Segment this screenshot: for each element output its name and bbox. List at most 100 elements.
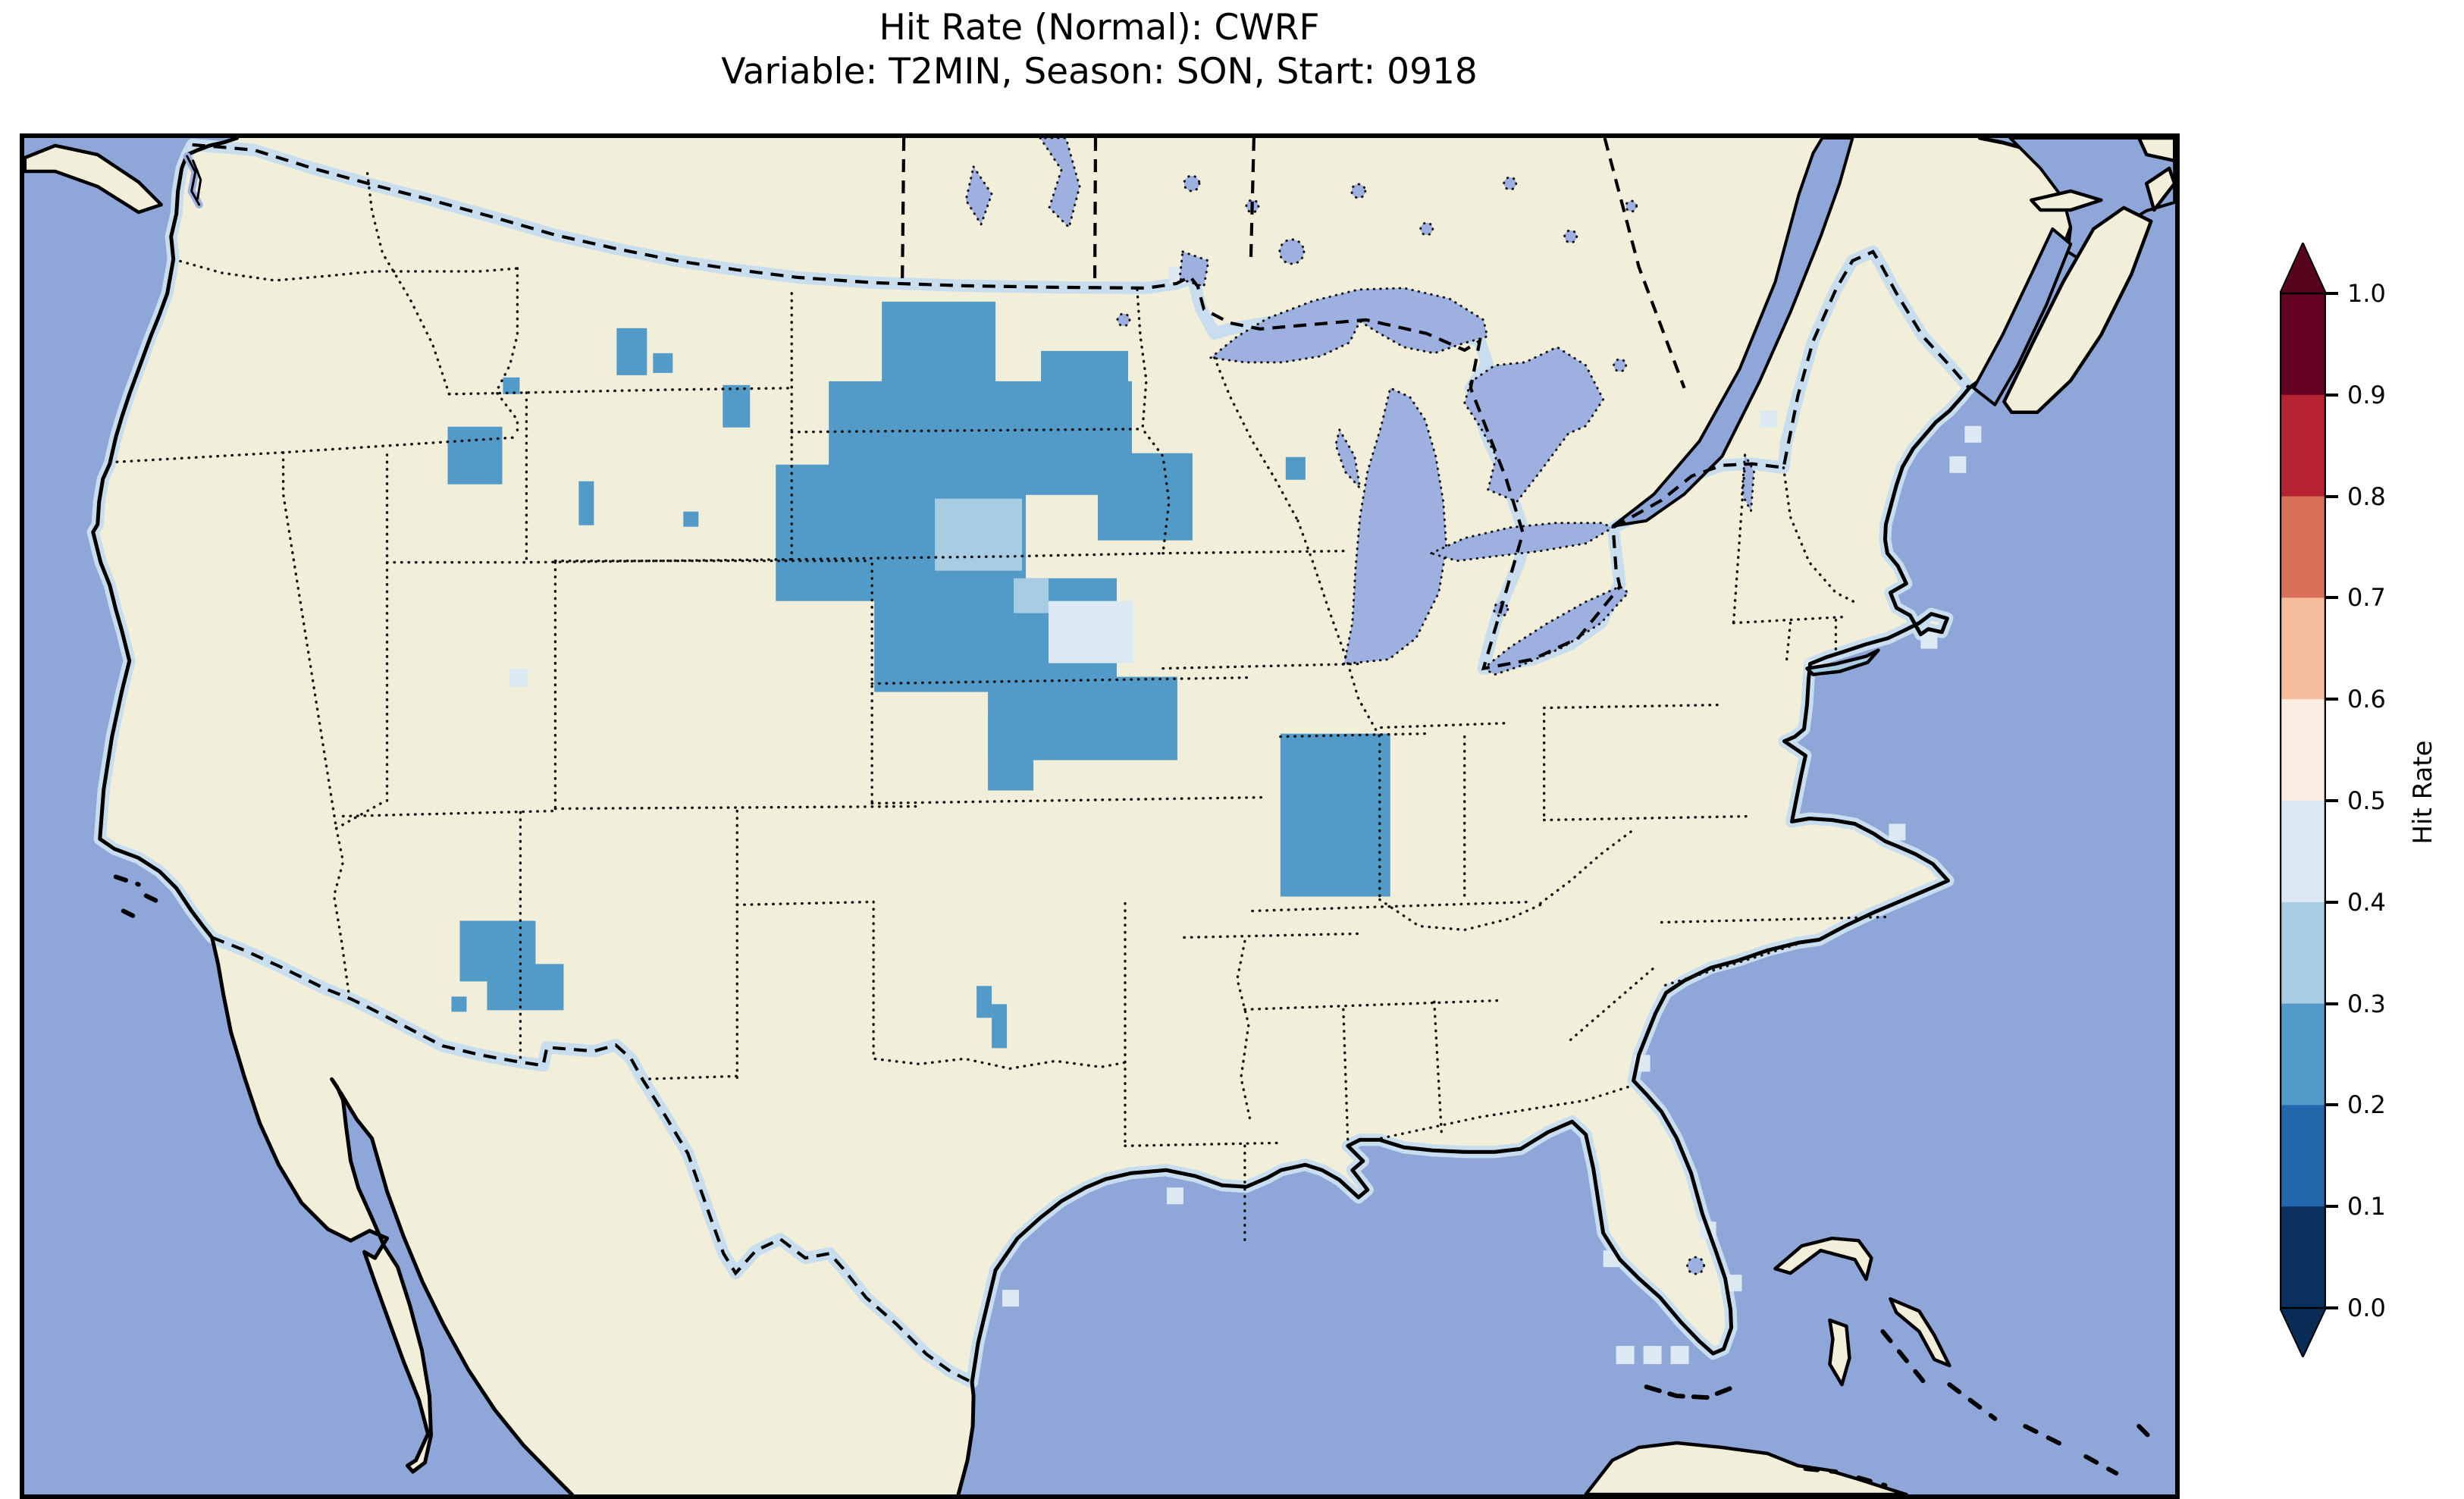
vancouver-island xyxy=(24,143,163,215)
conus-hit-rate-map xyxy=(24,138,2175,1494)
map-axes xyxy=(20,133,2180,1499)
state-borders xyxy=(108,171,1887,1246)
cell-hit-rate-0.2-0.3 xyxy=(653,353,673,373)
north-america-landmass xyxy=(92,138,2071,1494)
cell-hit-rate-0.4-0.5 xyxy=(1166,1187,1183,1205)
lake-manitoba xyxy=(964,165,993,226)
colorbar-tickmark-0.5 xyxy=(2326,799,2338,802)
canada-lake-dot-1 xyxy=(1183,174,1201,193)
us-mexico-border xyxy=(211,936,973,1384)
puget-sound-shore xyxy=(186,155,202,206)
cell-hit-rate-0.4-0.5 xyxy=(1670,1346,1689,1365)
cell-hit-rate-0.2-0.3 xyxy=(616,328,647,375)
cell-hit-rate-0.2-0.3 xyxy=(988,714,1034,791)
bahamas-cays xyxy=(1803,1329,2157,1488)
cell-hit-rate-0.4-0.5 xyxy=(1949,456,1967,473)
colorbar-over-arrow xyxy=(2280,243,2326,294)
cell-hit-rate-0.4-0.5 xyxy=(1725,1275,1742,1292)
colorbar-tickmark-0.3 xyxy=(2326,1002,2338,1005)
canada-lake-dot-4 xyxy=(1419,221,1434,237)
colorbar-tickmark-1.0 xyxy=(2326,292,2338,295)
cell-hit-rate-0.3-0.4 xyxy=(1014,578,1049,613)
florida-keys xyxy=(1644,1385,1737,1400)
colorbar-ticklabel-0.1: 0.1 xyxy=(2347,1192,2386,1221)
colorbar-tickmark-0.6 xyxy=(2326,698,2338,701)
eleuthera-island xyxy=(1889,1297,1951,1368)
cell-hit-rate-0.2-0.3 xyxy=(1098,453,1193,541)
cell-hit-rate-0.3-0.4 xyxy=(935,498,1023,571)
colorbar-bin-5 xyxy=(2281,699,2325,801)
lake-superior xyxy=(1209,287,1489,364)
cell-hit-rate-0.4-0.5 xyxy=(1616,1346,1635,1365)
colorbar-tickmark-0.9 xyxy=(2326,393,2338,397)
colorbar-bin-0 xyxy=(2281,1206,2325,1309)
colorbar-outline xyxy=(2280,292,2326,1309)
figure-title-line1: Hit Rate (Normal): CWRF xyxy=(879,7,1320,49)
colorbar-bin-7 xyxy=(2281,496,2325,598)
lake-michigan xyxy=(1343,387,1448,666)
colorbar-ticklabel-0.8: 0.8 xyxy=(2347,481,2386,511)
cell-hit-rate-0.2-0.3 xyxy=(487,964,564,1011)
colorbar-ticklabel-0.9: 0.9 xyxy=(2347,380,2386,409)
colorbar-bin-3 xyxy=(2281,902,2325,1005)
figure-title: Hit Rate (Normal): CWRF Variable: T2MIN,… xyxy=(0,6,2199,94)
lake-winnipeg xyxy=(1039,138,1081,229)
nova-scotia xyxy=(2002,205,2153,415)
colorbar-bin-9 xyxy=(2281,293,2325,396)
cell-hit-rate-0.2-0.3 xyxy=(723,384,751,428)
colorbar-bin-1 xyxy=(2281,1105,2325,1207)
canada-lake-dot-3 xyxy=(1350,183,1367,199)
lake-nipigon xyxy=(1278,238,1306,265)
lake-of-the-woods xyxy=(1178,250,1210,288)
canada-province-borders xyxy=(901,138,1686,389)
andros-island xyxy=(1828,1318,1851,1387)
colorbar-tickmark-0.0 xyxy=(2326,1306,2338,1309)
grand-bahama-abaco xyxy=(1773,1236,1873,1281)
bay-of-fundy xyxy=(1972,227,2073,406)
cell-hit-rate-0.2-0.3 xyxy=(977,986,992,1018)
colorbar-segments xyxy=(2281,293,2325,1309)
cell-hit-rate-0.2-0.3 xyxy=(503,377,520,394)
green-bay xyxy=(1334,428,1362,490)
us-canada-border xyxy=(192,143,1970,671)
prince-edward-island xyxy=(2030,189,2103,212)
canada-lake-dot-5 xyxy=(1503,176,1518,191)
cell-hit-rate-0.2-0.3 xyxy=(447,426,503,485)
cell-hit-rate-0.2-0.3 xyxy=(451,996,467,1012)
islands xyxy=(24,138,2175,1494)
hit-rate-grid-patches xyxy=(447,266,1982,1365)
lake-nipissing xyxy=(1613,358,1628,373)
colorbar-ticklabel-0.4: 0.4 xyxy=(2347,887,2386,917)
colorbar-ticklabel-1.0: 1.0 xyxy=(2347,279,2386,308)
cell-hit-rate-0.4-0.5 xyxy=(1920,632,1938,649)
lake-ontario xyxy=(1430,522,1615,563)
colorbar xyxy=(2280,243,2326,1357)
cell-hit-rate-0.2-0.3 xyxy=(683,511,699,527)
cell-hit-rate-0.2-0.3 xyxy=(992,1004,1008,1049)
colorbar-tickmark-0.4 xyxy=(2326,900,2338,904)
lake-okeechobee xyxy=(1686,1256,1706,1275)
long-island xyxy=(1805,648,1880,676)
colorbar-bin-4 xyxy=(2281,801,2325,903)
colorbar-tickmark-0.8 xyxy=(2326,494,2338,498)
cell-hit-rate-0.4-0.5 xyxy=(1964,425,1982,443)
cell-hit-rate-0.4-0.5 xyxy=(1002,1290,1020,1307)
colorbar-axis-label: Hit Rate xyxy=(2408,740,2438,845)
colorbar-bin-2 xyxy=(2281,1003,2325,1105)
colorbar-under-arrow xyxy=(2280,1307,2326,1357)
newfoundland-corner xyxy=(2136,138,2175,163)
cell-hit-rate-0.2-0.3 xyxy=(1285,456,1306,480)
cell-hit-rate-0.2-0.3 xyxy=(919,400,1056,434)
colorbar-tickmark-0.2 xyxy=(2326,1103,2338,1107)
cuba xyxy=(1584,1441,1908,1494)
colorbar-ticklabel-0.3: 0.3 xyxy=(2347,989,2386,1018)
colorbar-ticklabel-0.2: 0.2 xyxy=(2347,1090,2386,1120)
lake-champlain xyxy=(1741,453,1756,513)
channel-islands xyxy=(113,874,168,921)
colorbar-ticklabel-0.6: 0.6 xyxy=(2347,685,2386,714)
cell-hit-rate-0.4-0.5 xyxy=(1889,823,1906,841)
canada-lake-dot-7 xyxy=(1625,199,1638,213)
colorbar-ticklabel-0.7: 0.7 xyxy=(2347,583,2386,613)
cell-hit-rate-0.2-0.3 xyxy=(1280,733,1390,897)
colorbar-bar xyxy=(2280,243,2326,1357)
